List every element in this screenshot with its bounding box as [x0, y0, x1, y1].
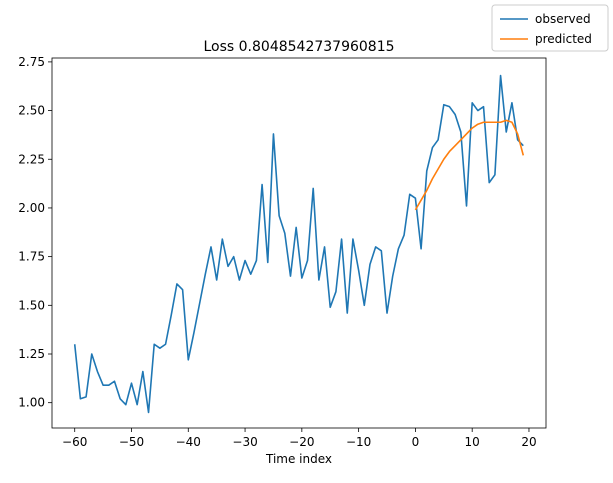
- plot-area: [73, 74, 525, 414]
- y-tick-label: 2.75: [18, 55, 45, 69]
- x-tick-label: 20: [521, 435, 536, 449]
- y-tick-label: 1.25: [18, 347, 45, 361]
- series-line-predicted: [414, 119, 525, 211]
- legend: observed predicted: [491, 4, 609, 52]
- x-tick-label: −50: [119, 435, 144, 449]
- axes-frame: [51, 57, 547, 429]
- legend-label-observed: observed: [535, 12, 591, 26]
- y-tick-label: 2.50: [18, 104, 45, 118]
- x-tick-label: −60: [62, 435, 87, 449]
- legend-label-predicted: predicted: [535, 32, 592, 46]
- x-tick-label: −20: [289, 435, 314, 449]
- x-tick-label: 10: [465, 435, 480, 449]
- x-tick-label: −40: [176, 435, 201, 449]
- y-tick-label: 2.00: [18, 201, 45, 215]
- x-tick-label: 0: [412, 435, 420, 449]
- x-axis: −60 −50 −40 −30 −20 −10 0 10 20: [62, 428, 537, 449]
- y-tick-label: 1.75: [18, 250, 45, 264]
- x-axis-label: Time index: [265, 452, 332, 466]
- y-tick-label: 2.25: [18, 152, 45, 166]
- y-axis: 1.00 1.25 1.50 1.75 2.00 2.25 2.50 2.75: [18, 55, 52, 410]
- y-tick-label: 1.00: [18, 396, 45, 410]
- x-tick-label: −30: [232, 435, 257, 449]
- y-tick-label: 1.50: [18, 298, 45, 312]
- series-line-observed: [73, 74, 524, 414]
- x-tick-label: −10: [346, 435, 371, 449]
- chart-title: Loss 0.8048542737960815: [203, 39, 394, 55]
